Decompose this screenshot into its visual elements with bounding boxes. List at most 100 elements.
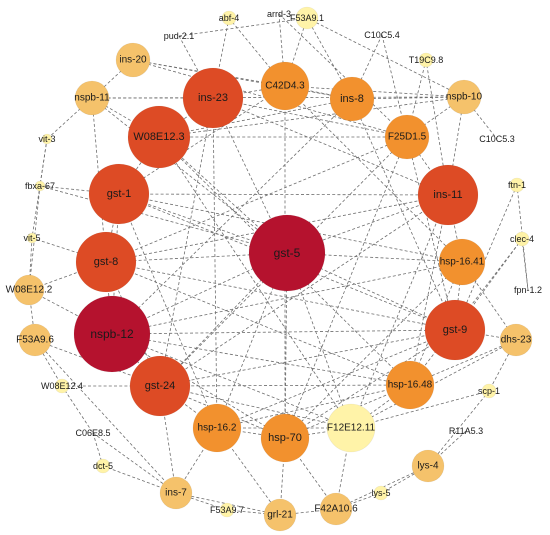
node-circle-ins-23[interactable] xyxy=(182,67,244,129)
node-abf-4[interactable]: abf-4 xyxy=(219,10,240,26)
node-C06E8.5[interactable]: C06E8.5 xyxy=(75,428,110,438)
node-circle-gst-24[interactable] xyxy=(129,355,191,417)
node-circle-hsp-70[interactable] xyxy=(260,413,310,463)
node-circle-hsp-16.2[interactable] xyxy=(192,403,242,453)
node-R11A5.3[interactable]: R11A5.3 xyxy=(449,426,483,436)
node-circle-F25D1.5[interactable] xyxy=(384,114,430,160)
node-C10C5.3[interactable]: C10C5.3 xyxy=(479,134,515,144)
node-circle-vit-5[interactable] xyxy=(26,232,38,244)
node-circle-gst-5[interactable] xyxy=(248,214,326,292)
node-circle-clec-4[interactable] xyxy=(514,231,530,247)
node-circle-ins-8[interactable] xyxy=(329,76,375,122)
node-circle-ftn-1[interactable] xyxy=(509,177,525,193)
node-F25D1.5[interactable]: F25D1.5 xyxy=(384,114,430,160)
node-circle-hsp-16.41[interactable] xyxy=(438,238,486,286)
node-ins-8[interactable]: ins-8 xyxy=(329,76,375,122)
node-nspb-12[interactable]: nspb-12 xyxy=(73,295,151,373)
node-circle-fbxa-67[interactable] xyxy=(34,180,46,192)
node-circle-ins-11[interactable] xyxy=(417,164,479,226)
node-circle-W08E12.2[interactable] xyxy=(13,274,45,306)
node-lys-5[interactable]: lys-5 xyxy=(371,485,391,501)
node-grl-21[interactable]: grl-21 xyxy=(263,498,297,532)
node-circle-gst-9[interactable] xyxy=(424,299,486,361)
node-gst-5[interactable]: gst-5 xyxy=(248,214,326,292)
edge-lys-4-lys-5 xyxy=(380,465,429,494)
node-circle-W08E12.4[interactable] xyxy=(54,378,70,394)
node-F53A9.6[interactable]: F53A9.6 xyxy=(16,323,54,357)
node-circle-abf-4[interactable] xyxy=(221,10,237,26)
node-hsp-16.2[interactable]: hsp-16.2 xyxy=(192,403,242,453)
node-vit-3[interactable]: vit-3 xyxy=(38,133,56,145)
node-circle-grl-21[interactable] xyxy=(263,498,297,532)
node-circle-lys-4[interactable] xyxy=(411,449,445,483)
edge-ins-8-W08E12.3 xyxy=(158,98,353,138)
node-F53A9.1[interactable]: F53A9.1 xyxy=(290,6,324,30)
node-circle-hsp-16.48[interactable] xyxy=(385,360,435,410)
node-circle-nspb-10[interactable] xyxy=(446,79,482,115)
node-circle-F42A10.6[interactable] xyxy=(319,492,353,526)
node-label-clec-4: clec-4 xyxy=(510,234,534,244)
node-circle-gst-1[interactable] xyxy=(88,163,150,225)
node-circle-nspb-12[interactable] xyxy=(73,295,151,373)
node-vit-5[interactable]: vit-5 xyxy=(23,232,41,244)
node-hsp-16.41[interactable]: hsp-16.41 xyxy=(438,238,486,286)
node-C10C5.4[interactable]: C10C5.4 xyxy=(364,30,400,40)
node-hsp-70[interactable]: hsp-70 xyxy=(260,413,310,463)
node-gst-8[interactable]: gst-8 xyxy=(75,231,137,293)
node-label-C06E8.5: C06E8.5 xyxy=(75,428,110,438)
node-fbxa-67[interactable]: fbxa-67 xyxy=(25,180,55,192)
node-nspb-11[interactable]: nspb-11 xyxy=(74,80,110,116)
node-label-F53A9.7: F53A9.7 xyxy=(210,505,244,515)
node-W08E12.4[interactable]: W08E12.4 xyxy=(41,378,83,394)
node-ins-20[interactable]: ins-20 xyxy=(115,42,151,78)
node-circle-T19C9.8[interactable] xyxy=(418,52,434,68)
node-C42D4.3[interactable]: C42D4.3 xyxy=(260,61,310,111)
node-ftn-1[interactable]: ftn-1 xyxy=(508,177,526,193)
node-circle-F53A9.7[interactable] xyxy=(219,502,235,518)
node-hsp-16.48[interactable]: hsp-16.48 xyxy=(385,360,435,410)
node-circle-W08E12.3[interactable] xyxy=(127,105,191,169)
node-circle-vit-3[interactable] xyxy=(41,133,53,145)
node-circle-F53A9.6[interactable] xyxy=(18,323,52,357)
node-circle-lys-5[interactable] xyxy=(373,485,389,501)
edge-nspb-10-C10C5.3 xyxy=(463,96,498,140)
node-F42A10.6[interactable]: F42A10.6 xyxy=(314,492,358,526)
node-lys-4[interactable]: lys-4 xyxy=(411,449,445,483)
node-circle-F12E12.11[interactable] xyxy=(326,403,376,453)
node-circle-dhs-23[interactable] xyxy=(499,323,533,357)
edge-ins-23-hsp-16.2 xyxy=(212,97,218,429)
node-circle-scp-1[interactable] xyxy=(481,383,497,399)
node-circle-ins-20[interactable] xyxy=(115,42,151,78)
node-W08E12.2[interactable]: W08E12.2 xyxy=(6,274,53,306)
node-ins-11[interactable]: ins-11 xyxy=(417,164,479,226)
edge-ins-8-gst-9 xyxy=(351,98,456,331)
node-gst-1[interactable]: gst-1 xyxy=(88,163,150,225)
node-gst-24[interactable]: gst-24 xyxy=(129,355,191,417)
node-fpn-1.2[interactable]: fpn-1.2 xyxy=(514,285,542,295)
node-W08E12.3[interactable]: W08E12.3 xyxy=(127,105,191,169)
edge-gst-24-hsp-16.48 xyxy=(159,384,411,387)
node-scp-1[interactable]: scp-1 xyxy=(478,383,500,399)
node-pud-2.1[interactable]: pud-2.1 xyxy=(164,31,195,41)
node-circle-dct-5[interactable] xyxy=(95,458,111,474)
node-circle-gst-8[interactable] xyxy=(75,231,137,293)
node-gst-9[interactable]: gst-9 xyxy=(424,299,486,361)
node-circle-F53A9.1[interactable] xyxy=(295,6,319,30)
node-ins-23[interactable]: ins-23 xyxy=(182,67,244,129)
node-dct-5[interactable]: dct-5 xyxy=(93,458,113,474)
node-F53A9.7[interactable]: F53A9.7 xyxy=(210,502,244,518)
node-circle-nspb-11[interactable] xyxy=(74,80,110,116)
edge-W08E12.4-C06E8.5 xyxy=(61,385,94,434)
node-ins-7[interactable]: ins-7 xyxy=(159,476,193,510)
node-clec-4[interactable]: clec-4 xyxy=(510,231,534,247)
node-T19C9.8[interactable]: T19C9.8 xyxy=(409,52,444,68)
node-arrd-3[interactable]: arrd-3 xyxy=(267,9,291,19)
node-circle-C42D4.3[interactable] xyxy=(260,61,310,111)
node-dhs-23[interactable]: dhs-23 xyxy=(499,323,533,357)
node-circle-ins-7[interactable] xyxy=(159,476,193,510)
node-F12E12.11[interactable]: F12E12.11 xyxy=(326,403,376,453)
node-label-F12E12.11: F12E12.11 xyxy=(327,423,376,434)
edge-ins-11-gst-24 xyxy=(159,194,449,387)
node-nspb-10[interactable]: nspb-10 xyxy=(446,79,483,115)
edge-arrd-3-C42D4.3 xyxy=(278,13,286,87)
